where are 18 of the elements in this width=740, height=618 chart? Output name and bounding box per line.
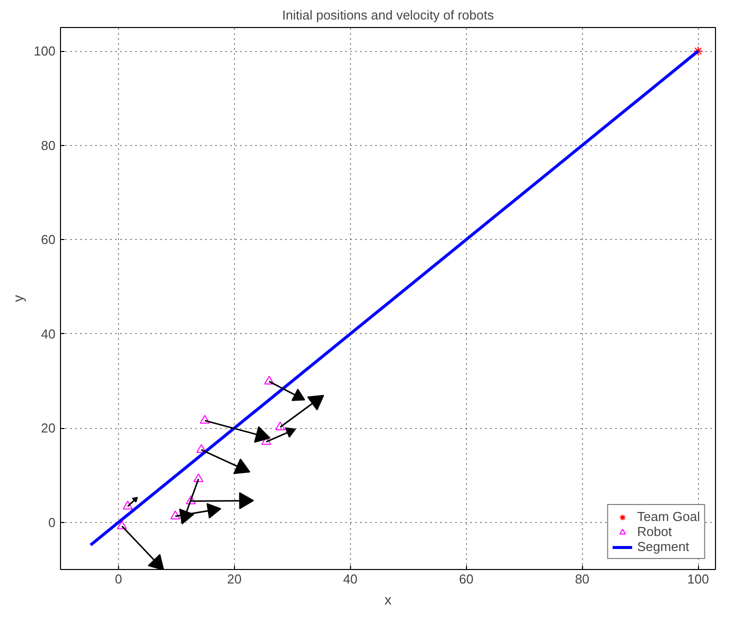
y-tick-label: 100	[34, 44, 56, 59]
x-axis-title: x	[384, 592, 392, 608]
y-tick-label: 60	[41, 232, 56, 248]
x-tick-label: 80	[574, 572, 590, 586]
y-tick-label: 20	[41, 420, 56, 436]
x-tick-label: 0	[114, 572, 122, 586]
x-tick-label: 20	[227, 572, 242, 586]
y-tick-label: 0	[48, 514, 56, 530]
x-tick-label: 100	[687, 572, 709, 586]
legend-label: Robot	[637, 524, 672, 539]
chart-title: Initial positions and velocity of robots	[282, 8, 494, 22]
x-tick-label: 60	[459, 572, 474, 586]
legend-label: Segment	[637, 539, 690, 554]
x-tick-label: 40	[343, 572, 358, 586]
legend-label: Team Goal	[637, 509, 700, 524]
y-tick-label: 40	[41, 326, 56, 342]
y-axis-title: y	[10, 295, 26, 302]
y-tick-label: 80	[41, 138, 56, 153]
